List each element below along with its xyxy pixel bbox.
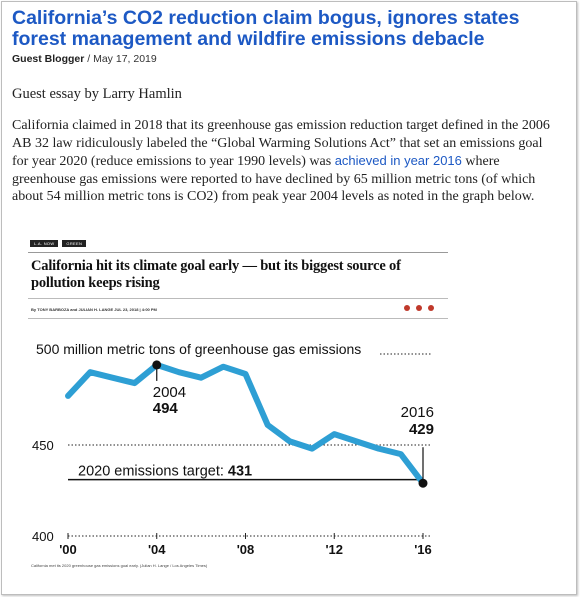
figure-title: California hit its climate goal early — … — [31, 258, 401, 291]
y-tick-label: 400 — [32, 529, 54, 544]
x-tick-label: '12 — [325, 542, 343, 557]
figure-caption: California met its 2020 greenhouse gas e… — [31, 563, 208, 568]
body-text-1: California claimed in 2018 that its gree… — [12, 118, 550, 170]
target-label: 2020 emissions target: 431 — [78, 464, 252, 480]
divider — [28, 252, 448, 253]
facebook-icon[interactable] — [416, 305, 422, 311]
figure-tags: L.A. NOW GREEN — [30, 240, 87, 247]
annotation-year: 2004 — [153, 384, 186, 401]
divider — [28, 318, 448, 319]
annotation-marker — [418, 478, 428, 488]
embedded-figure: L.A. NOW GREEN California hit its climat… — [28, 236, 448, 576]
x-tick-label: '16 — [414, 542, 432, 557]
author-name[interactable]: Guest Blogger — [12, 53, 85, 65]
byline: Guest Blogger / May 17, 2019 — [12, 53, 157, 65]
annotation-value: 429 — [409, 421, 434, 438]
post-date: / May 17, 2019 — [87, 53, 157, 65]
chart-title: 500 million metric tons of greenhouse ga… — [36, 341, 361, 357]
x-tick-label: '08 — [237, 542, 255, 557]
annotation-marker — [152, 360, 162, 370]
series-group — [65, 361, 426, 487]
figure-byline: By TONY BARBOZA and JULIAN H. LANGE JUL … — [31, 307, 157, 312]
figure-tag: GREEN — [62, 240, 87, 247]
x-tick-label: '00 — [59, 542, 77, 557]
x-tick-label: '04 — [148, 542, 166, 557]
target-line-group: 2020 emissions target: 431 — [68, 464, 423, 481]
body-text-2: where greenhouse gas emissions were repo… — [12, 154, 536, 205]
lead-text: Guest essay by Larry Hamlin — [12, 86, 182, 102]
article-headline[interactable]: California’s CO2 reduction claim bogus, … — [12, 7, 520, 50]
y-axis-ticks: 450 400 — [32, 438, 54, 544]
emissions-chart: 450 400 '00 '04 '08 '12 '16 2020 emissions ta… — [32, 341, 434, 557]
x-axis-ticks: '00 '04 '08 '12 '16 — [59, 533, 432, 557]
twitter-icon[interactable] — [404, 305, 410, 311]
share-icon[interactable] — [428, 305, 434, 311]
target-value: 431 — [228, 464, 252, 480]
figure-tag: L.A. NOW — [30, 240, 59, 247]
share-icons — [404, 305, 434, 311]
achieved-link[interactable]: achieved in year 2016 — [334, 153, 462, 169]
annotation-value: 494 — [153, 400, 179, 417]
divider — [28, 298, 448, 299]
annotation-year: 2016 — [401, 404, 434, 421]
y-tick-label: 450 — [32, 438, 54, 453]
body-paragraph: California claimed in 2018 that its gree… — [12, 117, 562, 206]
